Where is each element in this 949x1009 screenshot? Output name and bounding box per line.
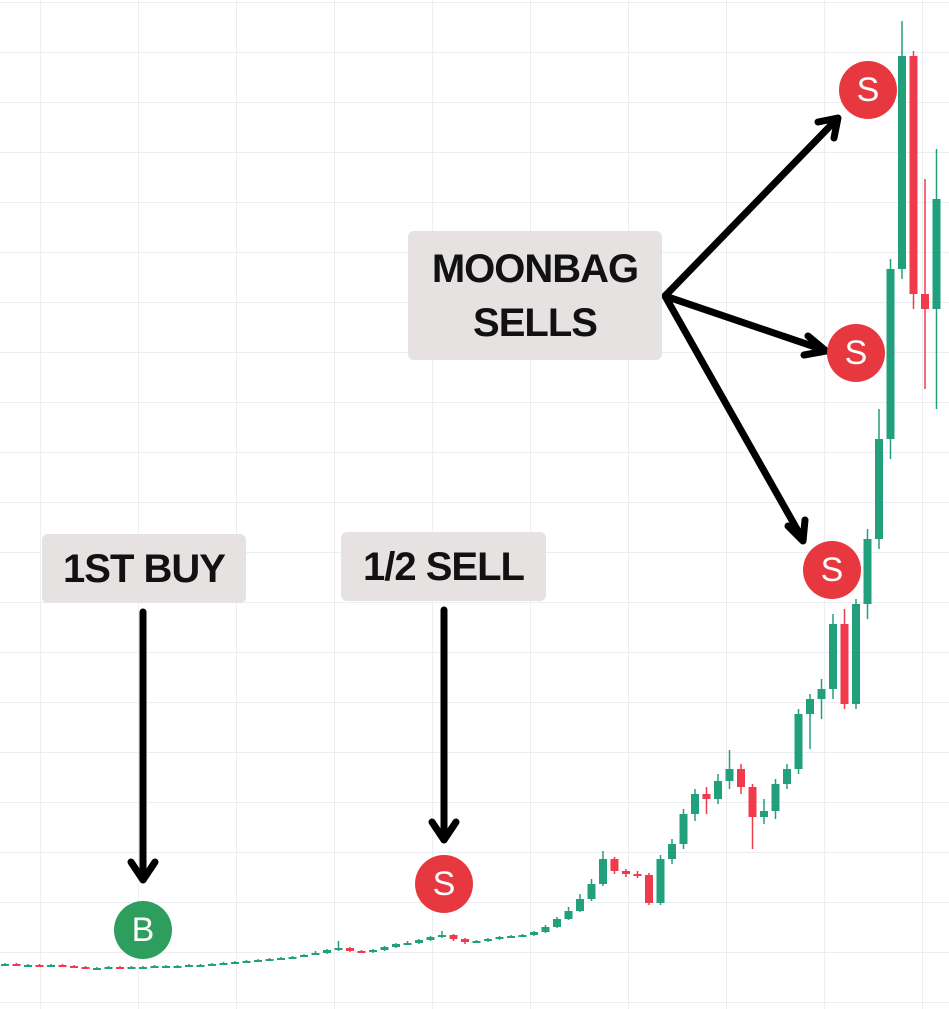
candle-body bbox=[288, 957, 297, 959]
marker: S bbox=[839, 61, 897, 119]
candle-body bbox=[714, 781, 722, 799]
candle-body bbox=[599, 859, 607, 884]
candle-body bbox=[334, 948, 343, 950]
marker: B bbox=[114, 901, 172, 959]
candle-body bbox=[530, 932, 538, 935]
candle-body bbox=[173, 966, 182, 968]
candle-body bbox=[840, 624, 849, 704]
candle-body bbox=[219, 963, 228, 965]
candle-body bbox=[265, 959, 274, 961]
candle-body bbox=[196, 965, 205, 967]
candle-body bbox=[886, 269, 895, 439]
candle-body bbox=[461, 939, 469, 942]
annotation: 1/2 SELL bbox=[341, 532, 546, 601]
candle-body bbox=[254, 960, 262, 962]
candle-body bbox=[932, 199, 941, 309]
candle-body bbox=[771, 784, 780, 811]
candle-body bbox=[93, 968, 101, 970]
candle-body bbox=[507, 936, 515, 938]
candle-body bbox=[875, 439, 883, 539]
candle-body bbox=[760, 811, 768, 817]
candle-body bbox=[185, 965, 193, 967]
candle-body bbox=[668, 844, 676, 859]
candle-body bbox=[622, 871, 630, 874]
marker: S bbox=[415, 855, 473, 913]
candle-body bbox=[852, 604, 860, 704]
candle-body bbox=[380, 947, 389, 950]
marker: S bbox=[803, 541, 861, 599]
candle-body bbox=[794, 714, 803, 769]
candle-body bbox=[472, 941, 481, 943]
candle-body bbox=[645, 875, 653, 903]
candle-body bbox=[392, 944, 400, 947]
candle-body bbox=[1, 964, 9, 966]
candle-body bbox=[449, 935, 458, 939]
candle-body bbox=[127, 967, 136, 969]
candle-body bbox=[277, 958, 285, 960]
candle-body bbox=[633, 874, 642, 876]
arrow bbox=[661, 292, 830, 359]
candle-body bbox=[300, 955, 308, 957]
candle-body bbox=[47, 965, 55, 967]
annotation: 1ST BUY bbox=[42, 534, 246, 603]
candle-body bbox=[81, 967, 90, 969]
candle-body bbox=[484, 939, 492, 941]
candle-body bbox=[725, 769, 734, 781]
candle-body bbox=[311, 953, 320, 955]
marker: S bbox=[827, 324, 885, 382]
candle-body bbox=[369, 950, 377, 952]
candle-body bbox=[806, 699, 814, 714]
candle-body bbox=[576, 899, 584, 911]
candle-body bbox=[898, 56, 906, 269]
arrow bbox=[661, 114, 842, 300]
candle-body bbox=[162, 966, 170, 968]
candle-body bbox=[323, 950, 331, 953]
candle-body bbox=[116, 967, 124, 969]
candle-body bbox=[656, 859, 665, 903]
candle-body bbox=[35, 965, 44, 967]
candle-body bbox=[70, 966, 78, 968]
candle-body bbox=[403, 943, 412, 945]
candle-body bbox=[817, 689, 826, 699]
candle-body bbox=[24, 965, 32, 967]
candle-body bbox=[909, 56, 918, 294]
candle-body bbox=[691, 794, 699, 814]
candle-body bbox=[679, 814, 688, 844]
candle-body bbox=[495, 937, 504, 939]
candle-body bbox=[702, 794, 711, 799]
candle-body bbox=[518, 935, 527, 937]
candle-body bbox=[564, 911, 573, 919]
candle-body bbox=[150, 966, 159, 968]
candle-body bbox=[12, 964, 21, 966]
candle-body bbox=[553, 919, 561, 927]
candle-body bbox=[748, 787, 757, 817]
arrow bbox=[127, 608, 159, 884]
candle-body bbox=[415, 940, 423, 943]
candle-body bbox=[921, 294, 929, 309]
annotation: MOONBAG SELLS bbox=[408, 231, 662, 360]
candle-body bbox=[829, 624, 837, 689]
candle-body bbox=[357, 951, 366, 953]
candle-body bbox=[346, 948, 354, 951]
candle-body bbox=[242, 961, 251, 963]
candle-body bbox=[139, 967, 147, 969]
candle-body bbox=[104, 967, 113, 969]
arrow bbox=[661, 292, 809, 545]
candle-body bbox=[438, 935, 446, 937]
candle-body bbox=[783, 769, 791, 784]
candle-body bbox=[610, 859, 619, 871]
arrow bbox=[428, 606, 460, 844]
candle-body bbox=[208, 964, 216, 966]
candle-body bbox=[58, 965, 67, 967]
candle-body bbox=[863, 539, 872, 604]
candle-body bbox=[541, 927, 550, 932]
candle-body bbox=[587, 884, 596, 899]
candle-body bbox=[426, 937, 435, 940]
candle-body bbox=[737, 769, 745, 787]
candle-body bbox=[231, 962, 239, 964]
